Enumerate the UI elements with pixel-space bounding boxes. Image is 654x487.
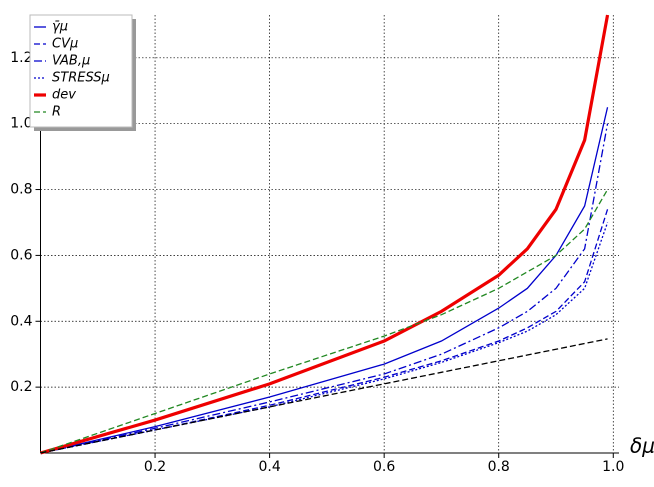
legend-label: VAB,μ [52, 54, 90, 69]
series-line [40, 14, 610, 455]
x-axis-label: δμ [630, 434, 654, 458]
legend-label: STRESSμ [52, 71, 110, 86]
series-line [40, 338, 608, 454]
series-line [40, 189, 609, 454]
y-tick-label: 0.6 [10, 247, 32, 263]
series-line [40, 107, 609, 454]
x-tick-label: 0.4 [258, 459, 280, 475]
legend-label: R [52, 105, 61, 120]
y-tick-label: 0.2 [10, 379, 32, 395]
legend: γ̄μ CVμ VAB,μ STRESSμ dev R [29, 14, 133, 128]
y-tick-label: 0.4 [10, 313, 32, 329]
x-tick-label: 0.6 [373, 459, 395, 475]
series-line [40, 123, 609, 454]
series-line [40, 222, 609, 454]
x-tick-label: 0.2 [144, 459, 166, 475]
legend-box [29, 14, 133, 128]
y-tick-label: 0.8 [10, 182, 32, 198]
y-tick-label: 1.2 [10, 50, 32, 66]
legend-label: dev [52, 88, 76, 103]
x-tick-label: 0.8 [488, 459, 510, 475]
x-tick-label: 1.0 [602, 459, 624, 475]
series-line [40, 209, 609, 454]
legend-label: γ̄μ [52, 20, 68, 35]
y-tick-label: 1.0 [10, 116, 32, 132]
legend-label: CVμ [52, 37, 78, 52]
